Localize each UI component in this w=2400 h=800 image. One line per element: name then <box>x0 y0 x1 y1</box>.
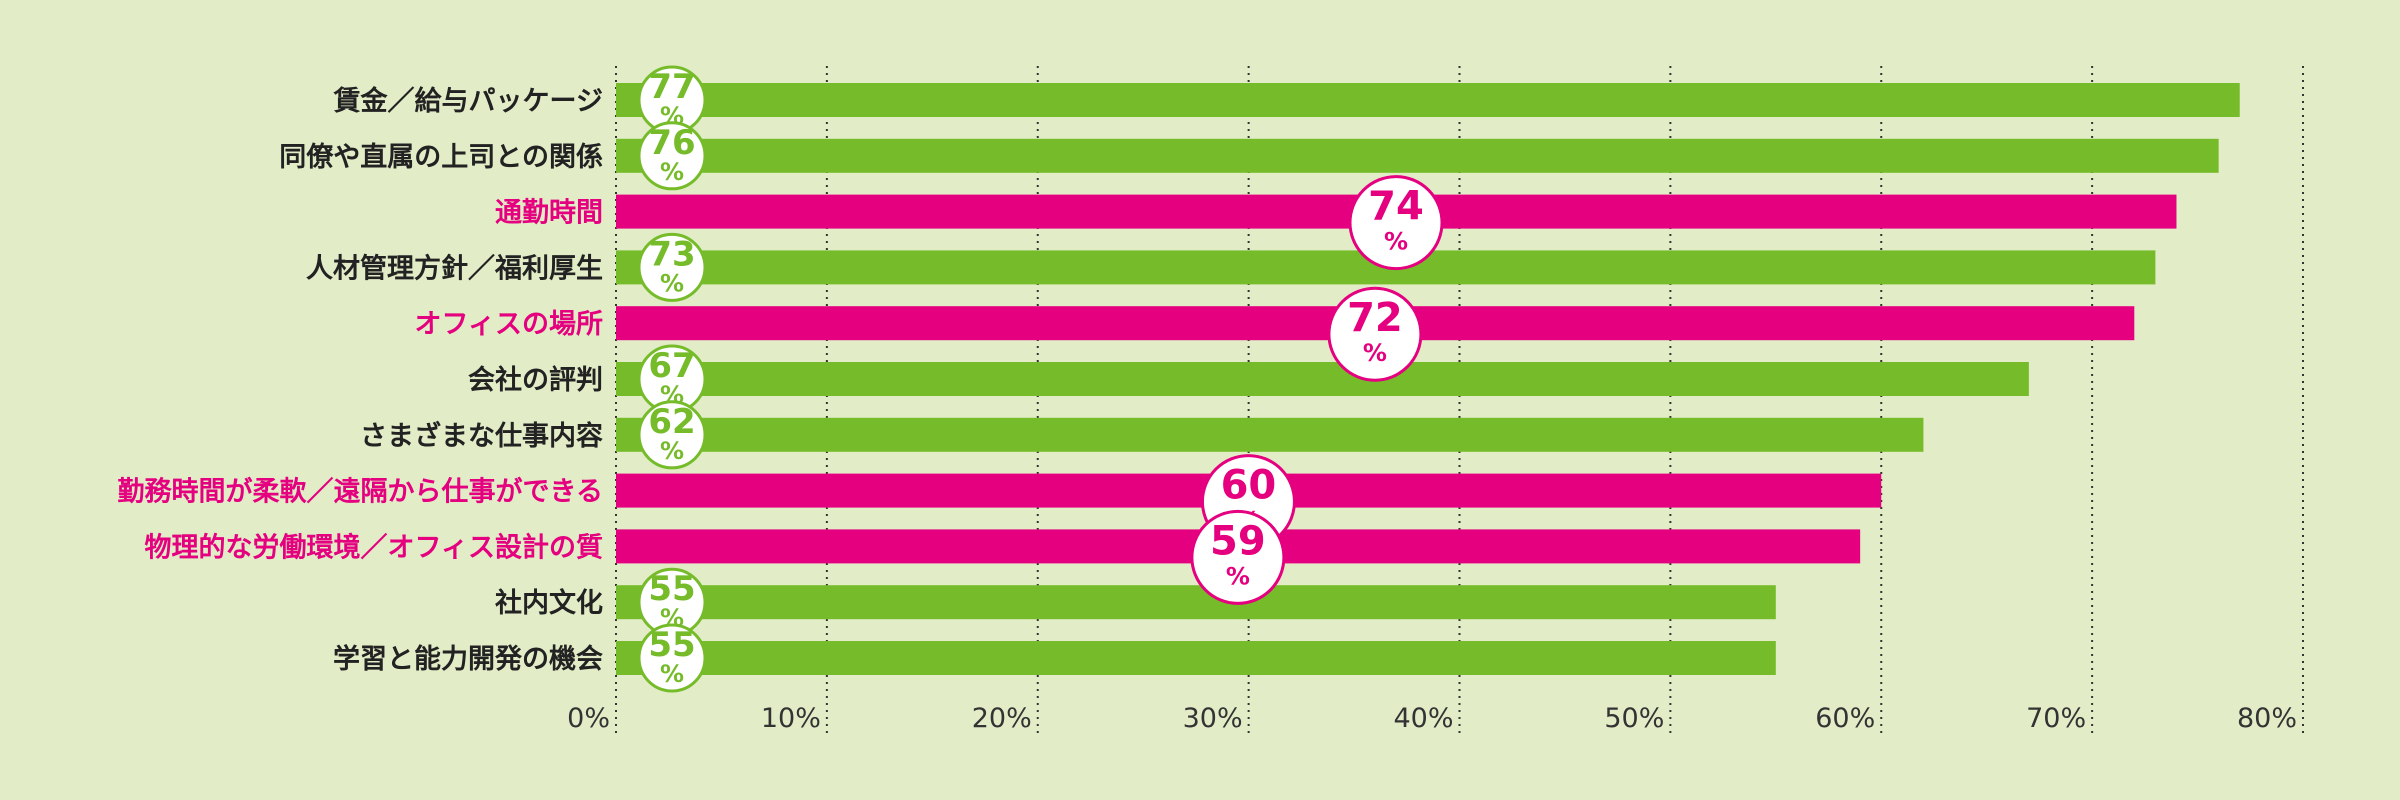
category-label: 社内文化 <box>495 587 603 619</box>
value-label: 62 <box>648 402 695 442</box>
x-tick-label: 30% <box>1183 703 1243 734</box>
category-label: 人材管理方針／福利厚生 <box>306 252 603 284</box>
bar <box>616 585 1776 620</box>
category-label: 勤務時間が柔軟／遠隔から仕事ができる <box>118 476 603 508</box>
bars <box>616 83 2240 675</box>
value-badge-circle <box>1348 175 1444 271</box>
x-tick-label: 50% <box>1604 703 1664 734</box>
x-tick-label: 80% <box>2237 703 2297 734</box>
category-label: 通勤時間 <box>495 198 603 229</box>
category-label: 物理的な労働環境／オフィス設計の質 <box>145 531 603 563</box>
value-unit: % <box>1226 562 1250 590</box>
value-unit: % <box>1363 339 1387 367</box>
value-unit: % <box>660 660 684 688</box>
x-tick-label: 0% <box>567 703 610 734</box>
value-label: 55 <box>648 625 695 665</box>
value-unit: % <box>660 269 684 297</box>
value-badge-circle <box>637 121 707 191</box>
category-label: 同僚や直属の上司との関係 <box>279 142 603 173</box>
value-badge-circle <box>637 400 707 470</box>
category-label: 会社の評判 <box>468 364 603 396</box>
bar <box>616 83 2240 117</box>
value-badge: 76% <box>637 121 707 191</box>
value-badge: 62% <box>637 400 707 470</box>
value-badge-circle <box>637 232 707 302</box>
value-label: 73 <box>648 234 695 274</box>
x-axis-ticks: 0% 10% 20% 30% 40% 50% 60% 70% 80% <box>567 703 2297 734</box>
value-badge: 55% <box>637 623 707 693</box>
value-label: 77 <box>648 67 695 107</box>
bar <box>616 362 2029 396</box>
x-tick-label: 20% <box>972 703 1032 734</box>
value-badge: 67% <box>637 344 707 414</box>
category-label: 学習と能力開発の機会 <box>333 643 603 675</box>
value-badge: 73% <box>637 232 707 302</box>
category-label: さまざまな仕事内容 <box>360 420 603 452</box>
value-label: 60 <box>1221 463 1277 509</box>
value-badge: 59% <box>1190 509 1286 605</box>
bar <box>616 641 1776 675</box>
bar <box>616 138 2219 173</box>
value-badge-circle <box>1327 286 1423 382</box>
value-badge: 74% <box>1348 175 1444 271</box>
value-label: 76 <box>648 123 695 163</box>
value-badge-circle <box>1190 509 1286 605</box>
x-tick-label: 70% <box>2026 703 2086 734</box>
category-label: 賃金／給与パッケージ <box>333 85 603 117</box>
value-label: 59 <box>1210 518 1266 564</box>
x-tick-label: 40% <box>1393 703 1453 734</box>
value-badge: 55% <box>637 567 707 637</box>
x-tick-label: 60% <box>1815 703 1875 734</box>
value-badge: 72% <box>1327 286 1423 382</box>
value-unit: % <box>660 158 684 186</box>
x-tick-label: 10% <box>761 703 821 734</box>
bar <box>616 417 1924 452</box>
value-unit: % <box>660 437 684 465</box>
value-label: 67 <box>648 346 695 386</box>
value-label: 74 <box>1368 184 1424 230</box>
value-badge-circle <box>637 623 707 693</box>
category-labels: 賃金／給与パッケージ同僚や直属の上司との関係通勤時間人材管理方針／福利厚生オフィ… <box>118 85 603 675</box>
value-label: 72 <box>1347 295 1403 341</box>
category-label: オフィスの場所 <box>415 309 603 340</box>
value-unit: % <box>1384 228 1408 256</box>
value-badges: 77%76%74%73%72%67%62%60%59%55%55% <box>637 65 1444 693</box>
value-label: 55 <box>648 569 695 609</box>
